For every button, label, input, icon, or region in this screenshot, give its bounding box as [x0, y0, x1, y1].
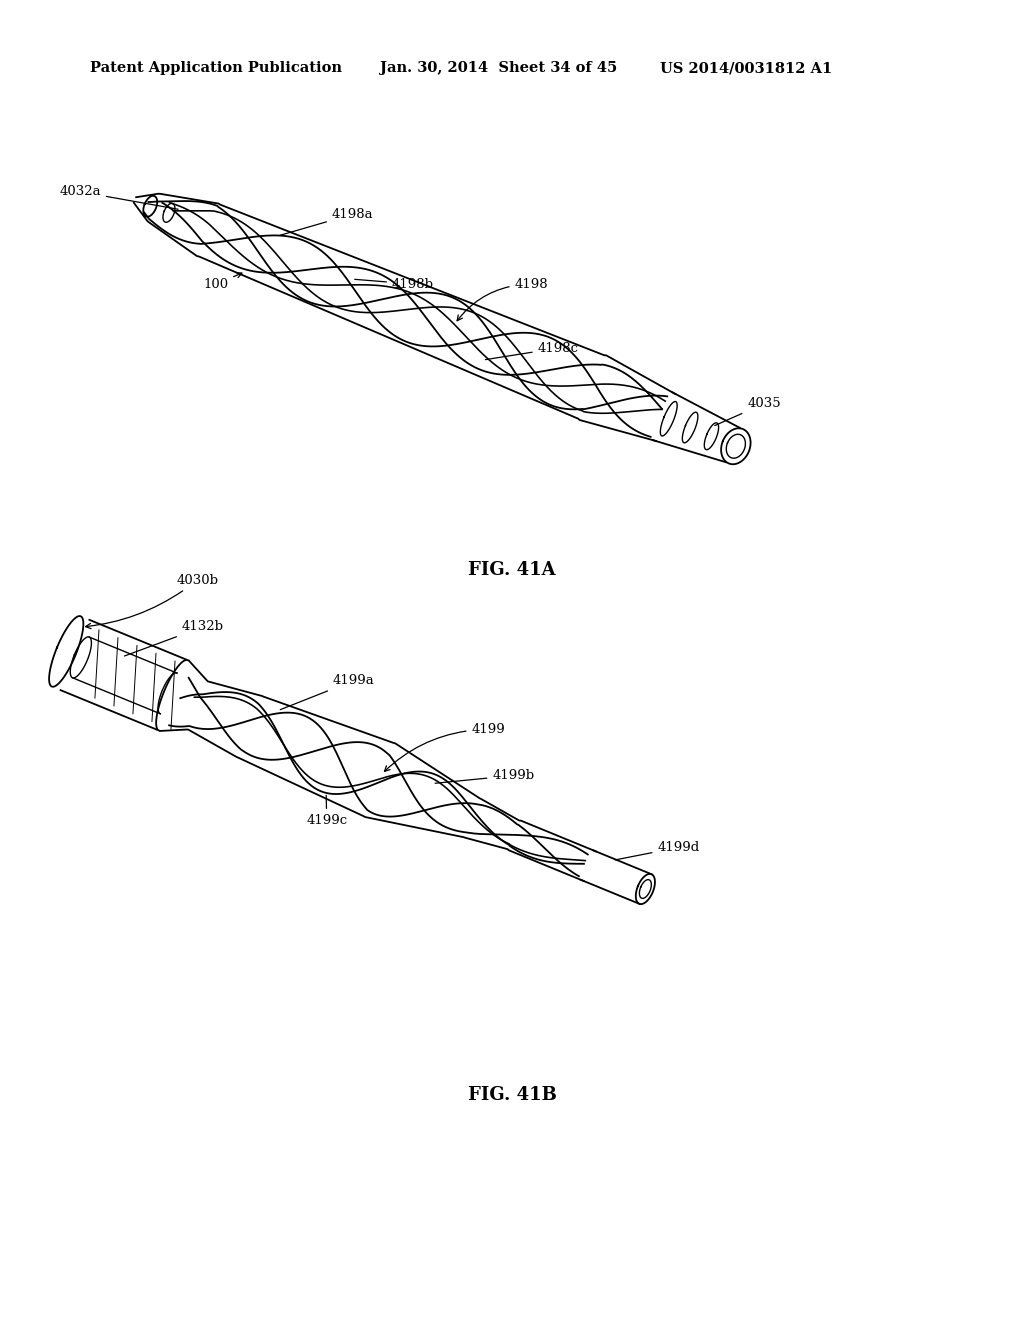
Text: 4032a: 4032a	[59, 185, 178, 210]
Text: FIG. 41A: FIG. 41A	[468, 561, 556, 579]
Text: 4199d: 4199d	[615, 841, 699, 859]
Text: 4199c: 4199c	[306, 795, 347, 828]
Text: US 2014/0031812 A1: US 2014/0031812 A1	[660, 61, 833, 75]
Text: 4198c: 4198c	[485, 342, 579, 359]
Text: Jan. 30, 2014  Sheet 34 of 45: Jan. 30, 2014 Sheet 34 of 45	[380, 61, 617, 75]
Text: 4199a: 4199a	[281, 675, 375, 710]
Text: 4198a: 4198a	[280, 207, 374, 235]
Text: 4198b: 4198b	[354, 277, 434, 290]
Text: FIG. 41B: FIG. 41B	[468, 1086, 556, 1104]
Text: 4198: 4198	[457, 277, 548, 321]
Text: 4035: 4035	[715, 397, 781, 425]
Text: 4030b: 4030b	[86, 573, 218, 628]
Text: Patent Application Publication: Patent Application Publication	[90, 61, 342, 75]
Text: 4132b: 4132b	[124, 620, 224, 656]
Text: 4199: 4199	[384, 723, 505, 771]
Text: 4199b: 4199b	[435, 770, 535, 783]
Text: 100: 100	[203, 273, 242, 290]
